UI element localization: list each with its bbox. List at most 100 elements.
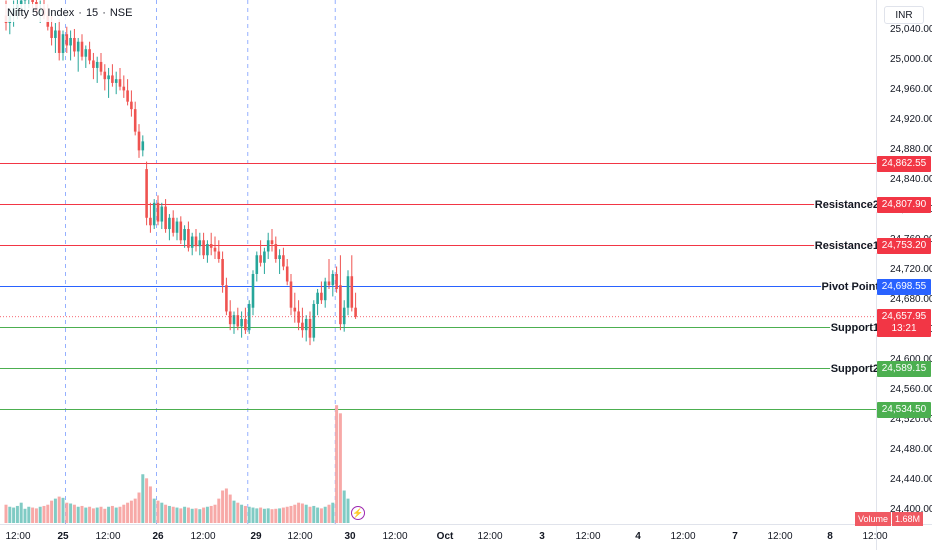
candle-body — [346, 276, 350, 308]
candle-body — [145, 169, 148, 218]
volume-bar — [38, 506, 42, 523]
volume-bar — [262, 508, 266, 523]
price-tick-label: 24,920.00 — [890, 114, 932, 126]
time-tick-label: 12:00 — [477, 531, 503, 542]
symbol-name[interactable]: Nifty 50 Index — [7, 7, 75, 19]
candle-body — [221, 259, 224, 286]
candle-body — [308, 318, 312, 338]
volume-bar — [65, 502, 69, 523]
time-tick-label: 12:00 — [95, 531, 121, 542]
candle-body — [111, 75, 114, 83]
candle-body — [289, 281, 293, 308]
volume-bar — [259, 507, 263, 523]
time-tick-label: 7 — [732, 531, 738, 542]
price-tick-label: 24,560.00 — [890, 384, 932, 396]
volume-bar — [205, 506, 209, 523]
candle-body — [179, 221, 183, 241]
candle-body — [50, 26, 53, 38]
candle-body — [232, 315, 236, 325]
candle-body — [263, 251, 266, 263]
volume-bar — [84, 507, 88, 523]
volume-bar — [122, 504, 126, 523]
volume-bar — [31, 507, 35, 523]
volume-bar — [312, 505, 316, 523]
price-tick-label: 24,400.00 — [890, 504, 932, 515]
candle-body — [266, 240, 270, 252]
candle-body — [152, 202, 156, 226]
volume-bar — [61, 497, 65, 523]
volume-bar — [114, 507, 118, 523]
candle-body — [327, 281, 331, 286]
candle-body — [350, 276, 354, 308]
candle-body — [171, 217, 175, 233]
interval-label[interactable]: 15 — [85, 7, 99, 19]
volume-bar — [57, 496, 61, 523]
separator: · — [102, 7, 106, 19]
volume-bar — [118, 506, 122, 523]
candle-body — [206, 244, 209, 256]
candle-body — [80, 41, 84, 57]
level-price-flag: 24,589.15 — [877, 360, 931, 377]
candle-body — [255, 255, 259, 274]
time-tick-label: 12:00 — [670, 531, 696, 542]
volume-bar — [148, 486, 152, 523]
candle-body — [285, 266, 289, 282]
candle-body — [183, 229, 186, 241]
price-tick-label: 24,720.00 — [890, 264, 932, 276]
volume-bar — [110, 505, 114, 523]
candle-body — [316, 292, 319, 304]
price-tick-label: 24,440.00 — [890, 474, 932, 486]
candle-body — [175, 221, 179, 233]
candle-body — [69, 37, 72, 46]
candle-body — [251, 273, 255, 308]
candle-body — [244, 318, 247, 331]
level-name-label: Support1 — [829, 320, 880, 335]
currency-button[interactable]: INR — [884, 6, 924, 24]
volume-bar — [186, 507, 190, 523]
volume-bar — [141, 474, 145, 523]
volume-bar — [319, 508, 323, 523]
lightning-icon[interactable]: ⚡ — [351, 506, 365, 520]
candle-body — [141, 141, 145, 151]
volume-bar — [80, 505, 84, 523]
volume-bar — [4, 504, 8, 523]
volume-bar — [23, 508, 27, 523]
candle-body — [198, 240, 202, 247]
candle-body — [54, 30, 57, 38]
candle-body — [23, 0, 27, 1]
time-tick-label: 12:00 — [382, 531, 408, 542]
volume-bar — [213, 504, 217, 523]
candle-body — [270, 240, 274, 245]
candle-body — [114, 79, 118, 83]
volume-bar — [331, 502, 335, 523]
price-tick-label: 24,480.00 — [890, 444, 932, 456]
candle-body — [323, 281, 327, 301]
candle-body — [304, 318, 308, 331]
symbol-header[interactable]: Nifty 50 Index · 15 · NSE — [4, 4, 136, 22]
volume-bar — [266, 508, 270, 523]
volume-bar — [46, 504, 50, 523]
candle-body — [320, 292, 323, 301]
volume-bar — [247, 506, 251, 523]
candle-body — [331, 273, 335, 286]
price-tick-label: 24,520.00 — [890, 414, 932, 426]
volume-bar — [221, 490, 225, 523]
volume-bar — [335, 405, 339, 523]
volume-bar — [338, 413, 342, 523]
volume-bar — [19, 502, 23, 523]
level-name-label: Resistance2 — [813, 197, 880, 212]
volume-bar — [281, 507, 285, 523]
time-tick-label: 12:00 — [287, 531, 313, 542]
candle-body — [130, 101, 133, 110]
volume-bar — [167, 505, 171, 523]
level-name-label: Pivot Point — [820, 279, 880, 294]
current-price-flag: 24,657.95 13:21 — [877, 308, 931, 337]
volume-bar — [175, 507, 179, 523]
price-tick-label: 24,680.00 — [890, 294, 932, 306]
candle-body — [335, 273, 338, 289]
volume-bar — [342, 490, 346, 523]
candle-body — [31, 0, 34, 3]
volume-bar — [53, 498, 57, 523]
